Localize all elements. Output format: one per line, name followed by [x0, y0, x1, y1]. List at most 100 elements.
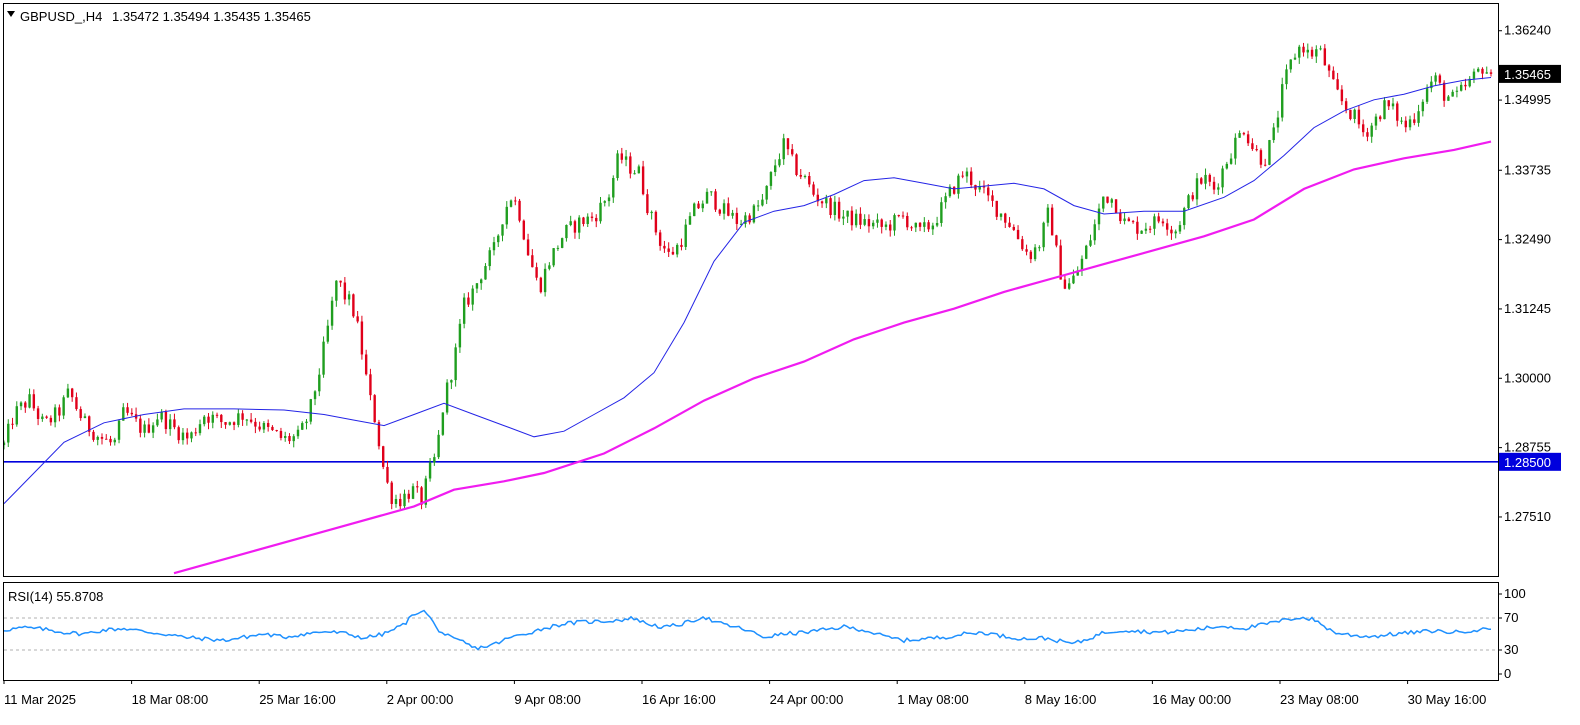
price-tick-label: 1.30000: [1504, 370, 1551, 385]
candle: [795, 153, 798, 177]
candle: [41, 413, 44, 422]
candle: [130, 408, 134, 417]
candle: [539, 276, 543, 294]
candle: [1221, 165, 1224, 194]
candle: [1302, 42, 1305, 57]
price-tick-label: 1.33735: [1504, 162, 1551, 177]
candle: [139, 414, 142, 438]
candle: [1042, 221, 1045, 252]
candle: [1191, 192, 1194, 202]
candle: [1293, 53, 1297, 61]
candle: [718, 208, 722, 216]
candle: [220, 414, 223, 428]
candle: [842, 209, 845, 226]
candle: [488, 247, 491, 271]
candle: [1106, 196, 1109, 204]
main-pane-frame: [3, 3, 1499, 577]
price-tick-label: 1.34995: [1504, 92, 1551, 107]
candle: [565, 224, 568, 242]
candle: [543, 263, 547, 297]
candle: [271, 425, 274, 431]
rsi-tick-label: 70: [1504, 610, 1518, 625]
candle: [1021, 235, 1024, 251]
candle: [1285, 64, 1288, 90]
candle: [1481, 67, 1484, 80]
candle: [1089, 234, 1092, 247]
candle: [1306, 43, 1309, 59]
candle: [207, 413, 210, 430]
candle: [756, 200, 760, 212]
candle: [36, 405, 40, 426]
candle: [876, 213, 879, 228]
candle: [164, 409, 168, 434]
candle: [296, 425, 300, 439]
candle: [893, 213, 896, 236]
candle: [1174, 229, 1177, 239]
candle: [1059, 239, 1062, 280]
price-tick-label: 1.31245: [1504, 301, 1551, 316]
candle: [1442, 80, 1446, 107]
candle: [292, 434, 295, 448]
candle: [403, 489, 406, 509]
candle: [1468, 76, 1471, 88]
candle: [560, 237, 564, 249]
candle: [854, 209, 858, 228]
candle: [552, 248, 555, 268]
candle: [88, 415, 91, 437]
time-tick-label: 11 Mar 2025: [4, 692, 76, 707]
candle: [484, 263, 487, 280]
candle: [249, 413, 253, 424]
candle: [705, 188, 709, 204]
candle: [778, 153, 781, 168]
candle: [633, 170, 636, 175]
candle: [462, 293, 466, 329]
candle: [1157, 212, 1160, 224]
candle: [867, 214, 871, 233]
candle: [382, 445, 385, 470]
candle: [1315, 45, 1318, 63]
candle: [548, 262, 551, 271]
candle: [965, 167, 969, 183]
candle: [1408, 115, 1412, 131]
candle: [1379, 115, 1382, 122]
price-tick-label: 1.32490: [1504, 232, 1551, 247]
candle: [991, 190, 994, 207]
candle: [49, 415, 53, 426]
candle: [744, 212, 747, 228]
candle: [1259, 148, 1263, 169]
current-price-tag: 1.35465: [1499, 64, 1561, 83]
candle: [177, 425, 180, 444]
candle: [186, 428, 189, 445]
candle: [203, 415, 206, 427]
candle: [1451, 89, 1454, 97]
candle: [884, 221, 888, 231]
candle: [1396, 101, 1399, 127]
candle: [109, 435, 112, 446]
candle: [1067, 278, 1071, 290]
candle: [829, 196, 832, 219]
candle: [126, 402, 129, 416]
candle: [961, 171, 964, 179]
candle: [1276, 110, 1280, 133]
candle: [411, 483, 415, 500]
candle: [352, 293, 355, 318]
time-tick-label: 24 Apr 00:00: [770, 692, 844, 707]
time-tick-label: 30 May 16:00: [1408, 692, 1487, 707]
candle: [288, 433, 291, 445]
time-tick-label: 1 May 08:00: [897, 692, 969, 707]
candle: [254, 417, 257, 434]
candle: [1417, 104, 1420, 127]
candle: [727, 197, 730, 217]
candle: [1455, 86, 1459, 98]
collapse-triangle-icon[interactable]: [7, 11, 15, 17]
rsi-header: RSI(14) 55.8708: [8, 589, 103, 604]
candle: [79, 406, 82, 421]
candle: [147, 418, 151, 434]
candle: [1477, 67, 1480, 73]
candle: [313, 390, 317, 406]
candle: [1268, 139, 1271, 166]
candle: [1447, 95, 1450, 101]
candle: [1246, 130, 1250, 147]
